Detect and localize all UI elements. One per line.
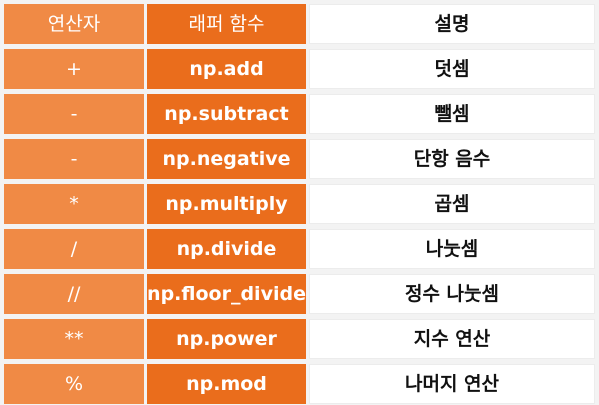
- row-description: 단항 음수: [309, 139, 595, 179]
- row-operator: +: [4, 49, 144, 89]
- row-description: 지수 연산: [309, 319, 595, 359]
- header-wrapper-function: 래퍼 함수: [147, 4, 306, 44]
- row-description: 덧셈: [309, 49, 595, 89]
- row-description: 뺄셈: [309, 94, 595, 134]
- row-wrapper-function: np.divide: [147, 229, 306, 269]
- row-description: 나눗셈: [309, 229, 595, 269]
- row-wrapper-function: np.multiply: [147, 184, 306, 224]
- row-wrapper-function: np.add: [147, 49, 306, 89]
- row-operator: /: [4, 229, 144, 269]
- row-operator: *: [4, 184, 144, 224]
- row-wrapper-function: np.mod: [147, 364, 306, 404]
- row-operator: -: [4, 139, 144, 179]
- header-description: 설명: [309, 4, 595, 44]
- row-operator: **: [4, 319, 144, 359]
- row-description: 곱셈: [309, 184, 595, 224]
- row-wrapper-function: np.subtract: [147, 94, 306, 134]
- row-wrapper-function: np.negative: [147, 139, 306, 179]
- operator-table: 연산자 래퍼 함수 설명 + np.add 덧셈 - np.subtract 뺄…: [4, 4, 595, 404]
- row-wrapper-function: np.power: [147, 319, 306, 359]
- row-operator: //: [4, 274, 144, 314]
- row-description: 정수 나눗셈: [309, 274, 595, 314]
- row-description: 나머지 연산: [309, 364, 595, 404]
- row-operator: %: [4, 364, 144, 404]
- row-operator: -: [4, 94, 144, 134]
- header-operator: 연산자: [4, 4, 144, 44]
- row-wrapper-function: np.floor_divide: [147, 274, 306, 314]
